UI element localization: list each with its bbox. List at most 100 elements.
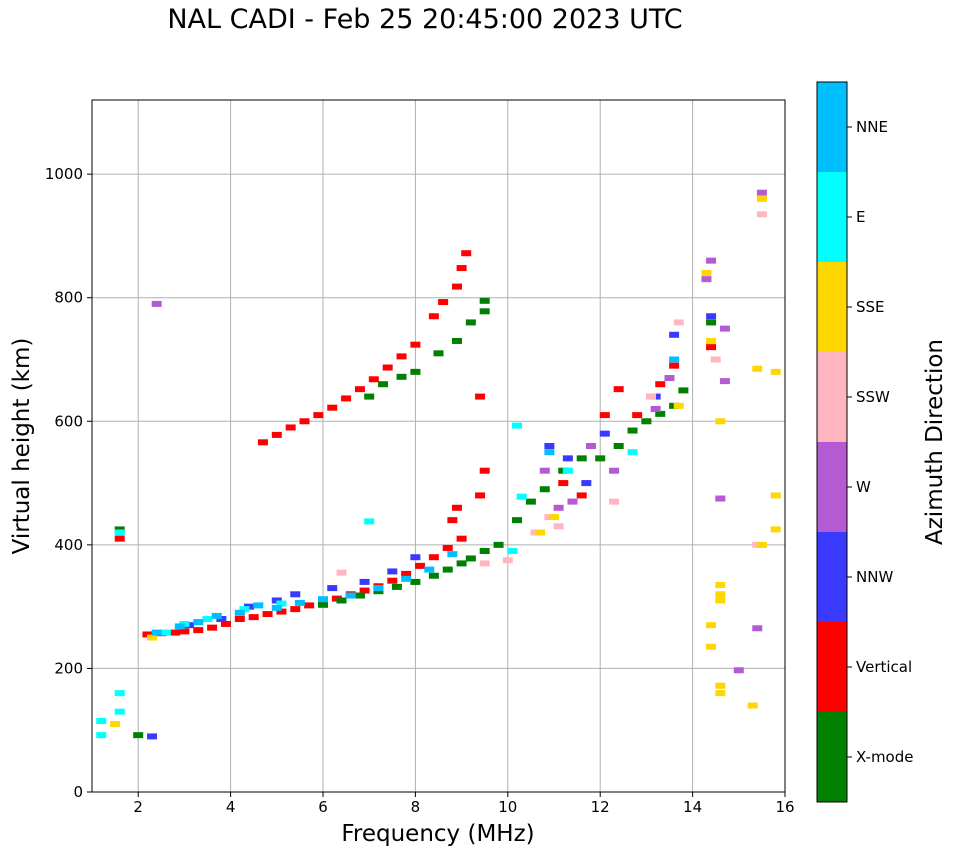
echo-point-e <box>202 616 213 622</box>
echo-point-vertical <box>248 614 259 621</box>
echo-point-nnw <box>290 591 301 598</box>
echo-point-nne <box>253 602 264 609</box>
echo-point-w <box>585 443 596 449</box>
echo-point-w <box>567 498 578 505</box>
echo-point-nnw <box>410 554 421 561</box>
echo-point-vertical <box>220 620 231 627</box>
echo-point-ssw <box>553 523 564 530</box>
echo-point-vertical <box>479 467 490 474</box>
echo-point-vertical <box>576 492 587 499</box>
echo-point-sse <box>706 337 717 344</box>
echo-point-nne <box>345 592 356 599</box>
echo-point-nnw <box>359 578 370 585</box>
colorbar-label-vertical: Vertical <box>856 658 912 676</box>
echo-point-e <box>276 600 287 607</box>
echo-point-w <box>151 300 162 307</box>
chart-title: NAL CADI - Feb 25 20:45:00 2023 UTC <box>167 4 683 35</box>
echo-point-x-mode <box>456 560 467 567</box>
echo-point-nnw <box>271 597 282 604</box>
echo-point-w <box>609 467 620 474</box>
echo-point-x-mode <box>336 597 347 604</box>
echo-point-sse <box>706 622 717 629</box>
echo-point-vertical <box>428 554 439 561</box>
echo-point-x-mode <box>479 308 490 315</box>
x-axis-ticks: 2 4 6 8 10 12 14 16 <box>133 792 795 816</box>
echo-point-vertical <box>599 412 610 419</box>
echo-point-sse <box>756 541 767 548</box>
echo-point-sse <box>770 492 781 499</box>
echo-point-w <box>752 625 763 632</box>
echo-point-nnw <box>147 733 158 740</box>
echo-point-w <box>733 667 744 674</box>
y-tick-label: 400 <box>54 536 83 554</box>
echo-point-nnw <box>216 616 227 622</box>
echo-point-x-mode <box>595 455 606 462</box>
echo-point-vertical <box>451 283 462 290</box>
echo-point-e <box>96 732 107 739</box>
echo-point-x-mode <box>364 393 375 400</box>
echo-point-vertical <box>327 404 338 411</box>
echo-point-e <box>512 422 523 429</box>
colorbar-swatch <box>817 712 847 802</box>
echo-point-w <box>706 257 717 264</box>
echo-point-ssw <box>502 557 513 564</box>
echo-point-vertical <box>475 492 486 499</box>
echo-point-vertical <box>401 570 412 577</box>
echo-point-x-mode <box>613 443 624 449</box>
echo-point-e <box>114 529 125 536</box>
echo-point-sse <box>715 690 726 697</box>
echo-point-x-mode <box>539 486 550 493</box>
echo-point-vertical <box>193 627 204 634</box>
echo-point-vertical <box>456 265 467 272</box>
x-tick-label: 4 <box>226 798 236 816</box>
colorbar-swatch <box>817 532 847 622</box>
echo-point-nne <box>424 566 435 573</box>
echo-point-nne <box>544 449 555 456</box>
echo-point-vertical <box>428 313 439 320</box>
echo-point-sse <box>770 368 781 375</box>
echo-point-x-mode <box>627 427 638 434</box>
echo-point-nnw <box>581 480 592 487</box>
echo-point-sse <box>147 634 158 641</box>
echo-point-x-mode <box>706 319 717 326</box>
echo-point-vertical <box>461 250 472 257</box>
x-tick-label: 6 <box>318 798 328 816</box>
echo-point-ssw <box>646 393 657 400</box>
echo-point-x-mode <box>410 578 421 585</box>
echo-point-x-mode <box>391 583 402 590</box>
echo-point-w <box>719 378 730 385</box>
colorbar-swatch <box>817 622 847 712</box>
echo-point-nne <box>447 551 458 558</box>
echo-point-w <box>664 375 675 382</box>
colorbar-swatch <box>817 82 847 172</box>
echo-point-x-mode <box>655 410 666 417</box>
echo-point-vertical <box>354 386 365 393</box>
echo-point-vertical <box>442 544 453 551</box>
echo-point-vertical <box>632 412 643 419</box>
colorbar-label-ssw: SSW <box>856 388 890 406</box>
colorbar-label-nnw: NNW <box>856 568 893 586</box>
echo-point-w <box>756 189 767 196</box>
echo-point-nne <box>401 575 412 582</box>
echo-point-vertical <box>304 602 315 609</box>
echo-point-vertical <box>114 535 125 542</box>
echo-point-ssw <box>756 211 767 218</box>
x-tick-label: 14 <box>683 798 702 816</box>
echo-point-sse <box>549 514 559 521</box>
echo-point-x-mode <box>465 319 476 326</box>
echo-point-x-mode <box>525 498 536 505</box>
colorbar-label-e: E <box>856 208 865 226</box>
echo-point-x-mode <box>512 517 523 524</box>
echo-point-w <box>715 495 726 502</box>
colorbar-swatch <box>817 172 847 262</box>
echo-point-vertical <box>368 376 379 383</box>
y-tick-label: 200 <box>54 659 83 677</box>
echo-point-vertical <box>669 362 680 369</box>
colorbar-swatch <box>817 262 847 352</box>
y-axis-ticks: 0 200 400 600 800 1000 <box>45 165 92 801</box>
echo-point-x-mode <box>465 555 476 562</box>
echo-point-sse <box>715 418 726 425</box>
echo-point-nnw <box>562 455 573 462</box>
echo-point-x-mode <box>433 350 444 357</box>
colorbar-label-w: W <box>856 478 871 496</box>
